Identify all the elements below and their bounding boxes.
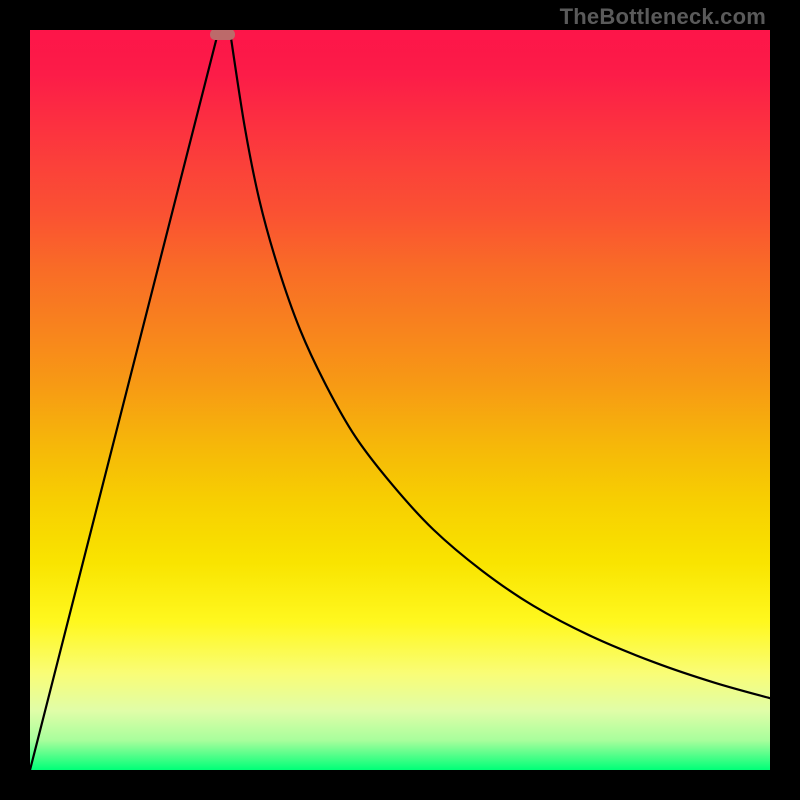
plot-area [30, 30, 770, 770]
bottleneck-curve [30, 30, 770, 770]
watermark-text: TheBottleneck.com [560, 4, 766, 30]
chart-frame: TheBottleneck.com [0, 0, 800, 800]
minimum-marker [210, 30, 235, 40]
